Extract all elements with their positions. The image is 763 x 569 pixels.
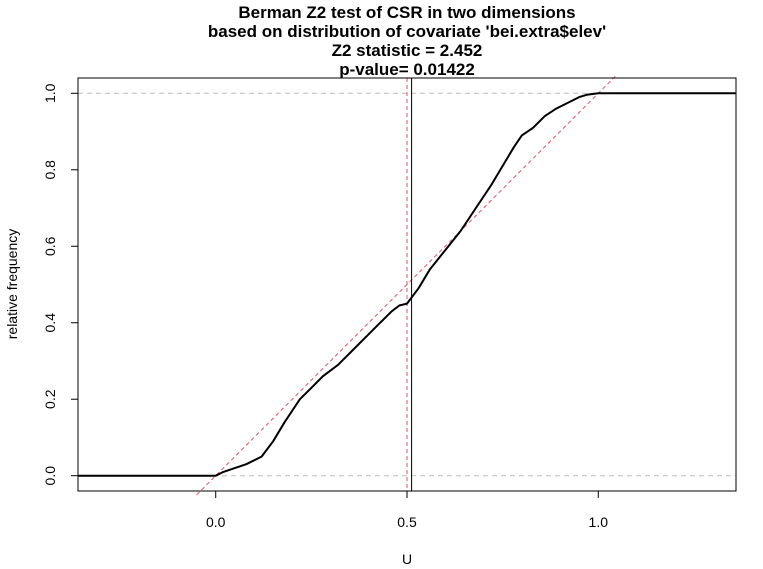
y-tick-label: 1.0 xyxy=(42,83,58,103)
y-tick-label: 0.8 xyxy=(42,160,58,180)
plot-area xyxy=(78,73,736,496)
chart-title-line-1: Berman Z2 test of CSR in two dimensions xyxy=(238,3,575,22)
chart-title-line-4: p-value= 0.01422 xyxy=(339,60,475,79)
y-tick-label: 0.6 xyxy=(42,236,58,256)
x-axis: 0.0 0.5 1.0 xyxy=(206,490,609,530)
chart-title: Berman Z2 test of CSR in two dimensions … xyxy=(208,3,606,79)
y-tick-label: 0.4 xyxy=(42,313,58,333)
y-tick-label: 0.0 xyxy=(42,466,58,486)
y-axis-label: relative frequency xyxy=(4,229,20,340)
x-tick-label: 0.0 xyxy=(206,514,226,530)
y-axis: 0.0 0.2 0.4 0.6 0.8 1.0 xyxy=(42,83,78,485)
x-tick-label: 0.5 xyxy=(397,514,417,530)
x-tick-label: 1.0 xyxy=(589,514,609,530)
y-tick-label: 0.2 xyxy=(42,389,58,409)
x-axis-label: U xyxy=(402,551,412,567)
chart-title-line-3: Z2 statistic = 2.452 xyxy=(332,41,483,60)
ecdf-series-line xyxy=(78,92,736,477)
chart-title-line-2: based on distribution of covariate 'bei.… xyxy=(208,22,606,41)
